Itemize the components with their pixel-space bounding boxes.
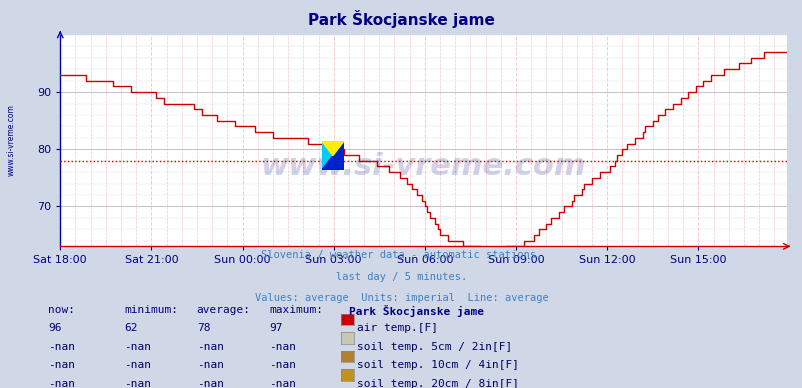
Text: -nan: -nan [196,379,224,388]
Text: www.si-vreme.com: www.si-vreme.com [6,104,15,176]
Text: -nan: -nan [124,342,152,352]
Text: Values: average  Units: imperial  Line: average: Values: average Units: imperial Line: av… [254,293,548,303]
Text: Park Škocjanske jame: Park Škocjanske jame [349,305,484,317]
Text: last day / 5 minutes.: last day / 5 minutes. [335,272,467,282]
Text: now:: now: [48,305,75,315]
Text: Slovenia / weather data - automatic stations.: Slovenia / weather data - automatic stat… [261,250,541,260]
Text: -nan: -nan [48,342,75,352]
Text: -nan: -nan [124,379,152,388]
Text: 96: 96 [48,323,62,333]
Polygon shape [322,141,344,170]
Text: soil temp. 10cm / 4in[F]: soil temp. 10cm / 4in[F] [357,360,519,371]
Text: -nan: -nan [269,360,296,371]
Text: -nan: -nan [269,342,296,352]
Text: soil temp. 5cm / 2in[F]: soil temp. 5cm / 2in[F] [357,342,512,352]
Text: -nan: -nan [196,360,224,371]
Text: 97: 97 [269,323,282,333]
Text: 62: 62 [124,323,138,333]
Text: minimum:: minimum: [124,305,178,315]
Text: air temp.[F]: air temp.[F] [357,323,438,333]
Text: -nan: -nan [196,342,224,352]
Text: -nan: -nan [269,379,296,388]
Text: -nan: -nan [124,360,152,371]
Text: soil temp. 20cm / 8in[F]: soil temp. 20cm / 8in[F] [357,379,519,388]
Text: www.si-vreme.com: www.si-vreme.com [261,152,585,180]
Text: average:: average: [196,305,250,315]
Text: Park Škocjanske jame: Park Škocjanske jame [308,10,494,28]
Text: maximum:: maximum: [269,305,322,315]
Text: -nan: -nan [48,379,75,388]
Polygon shape [322,141,333,170]
Text: -nan: -nan [48,360,75,371]
Text: 78: 78 [196,323,210,333]
Polygon shape [322,141,344,170]
Polygon shape [322,141,344,156]
